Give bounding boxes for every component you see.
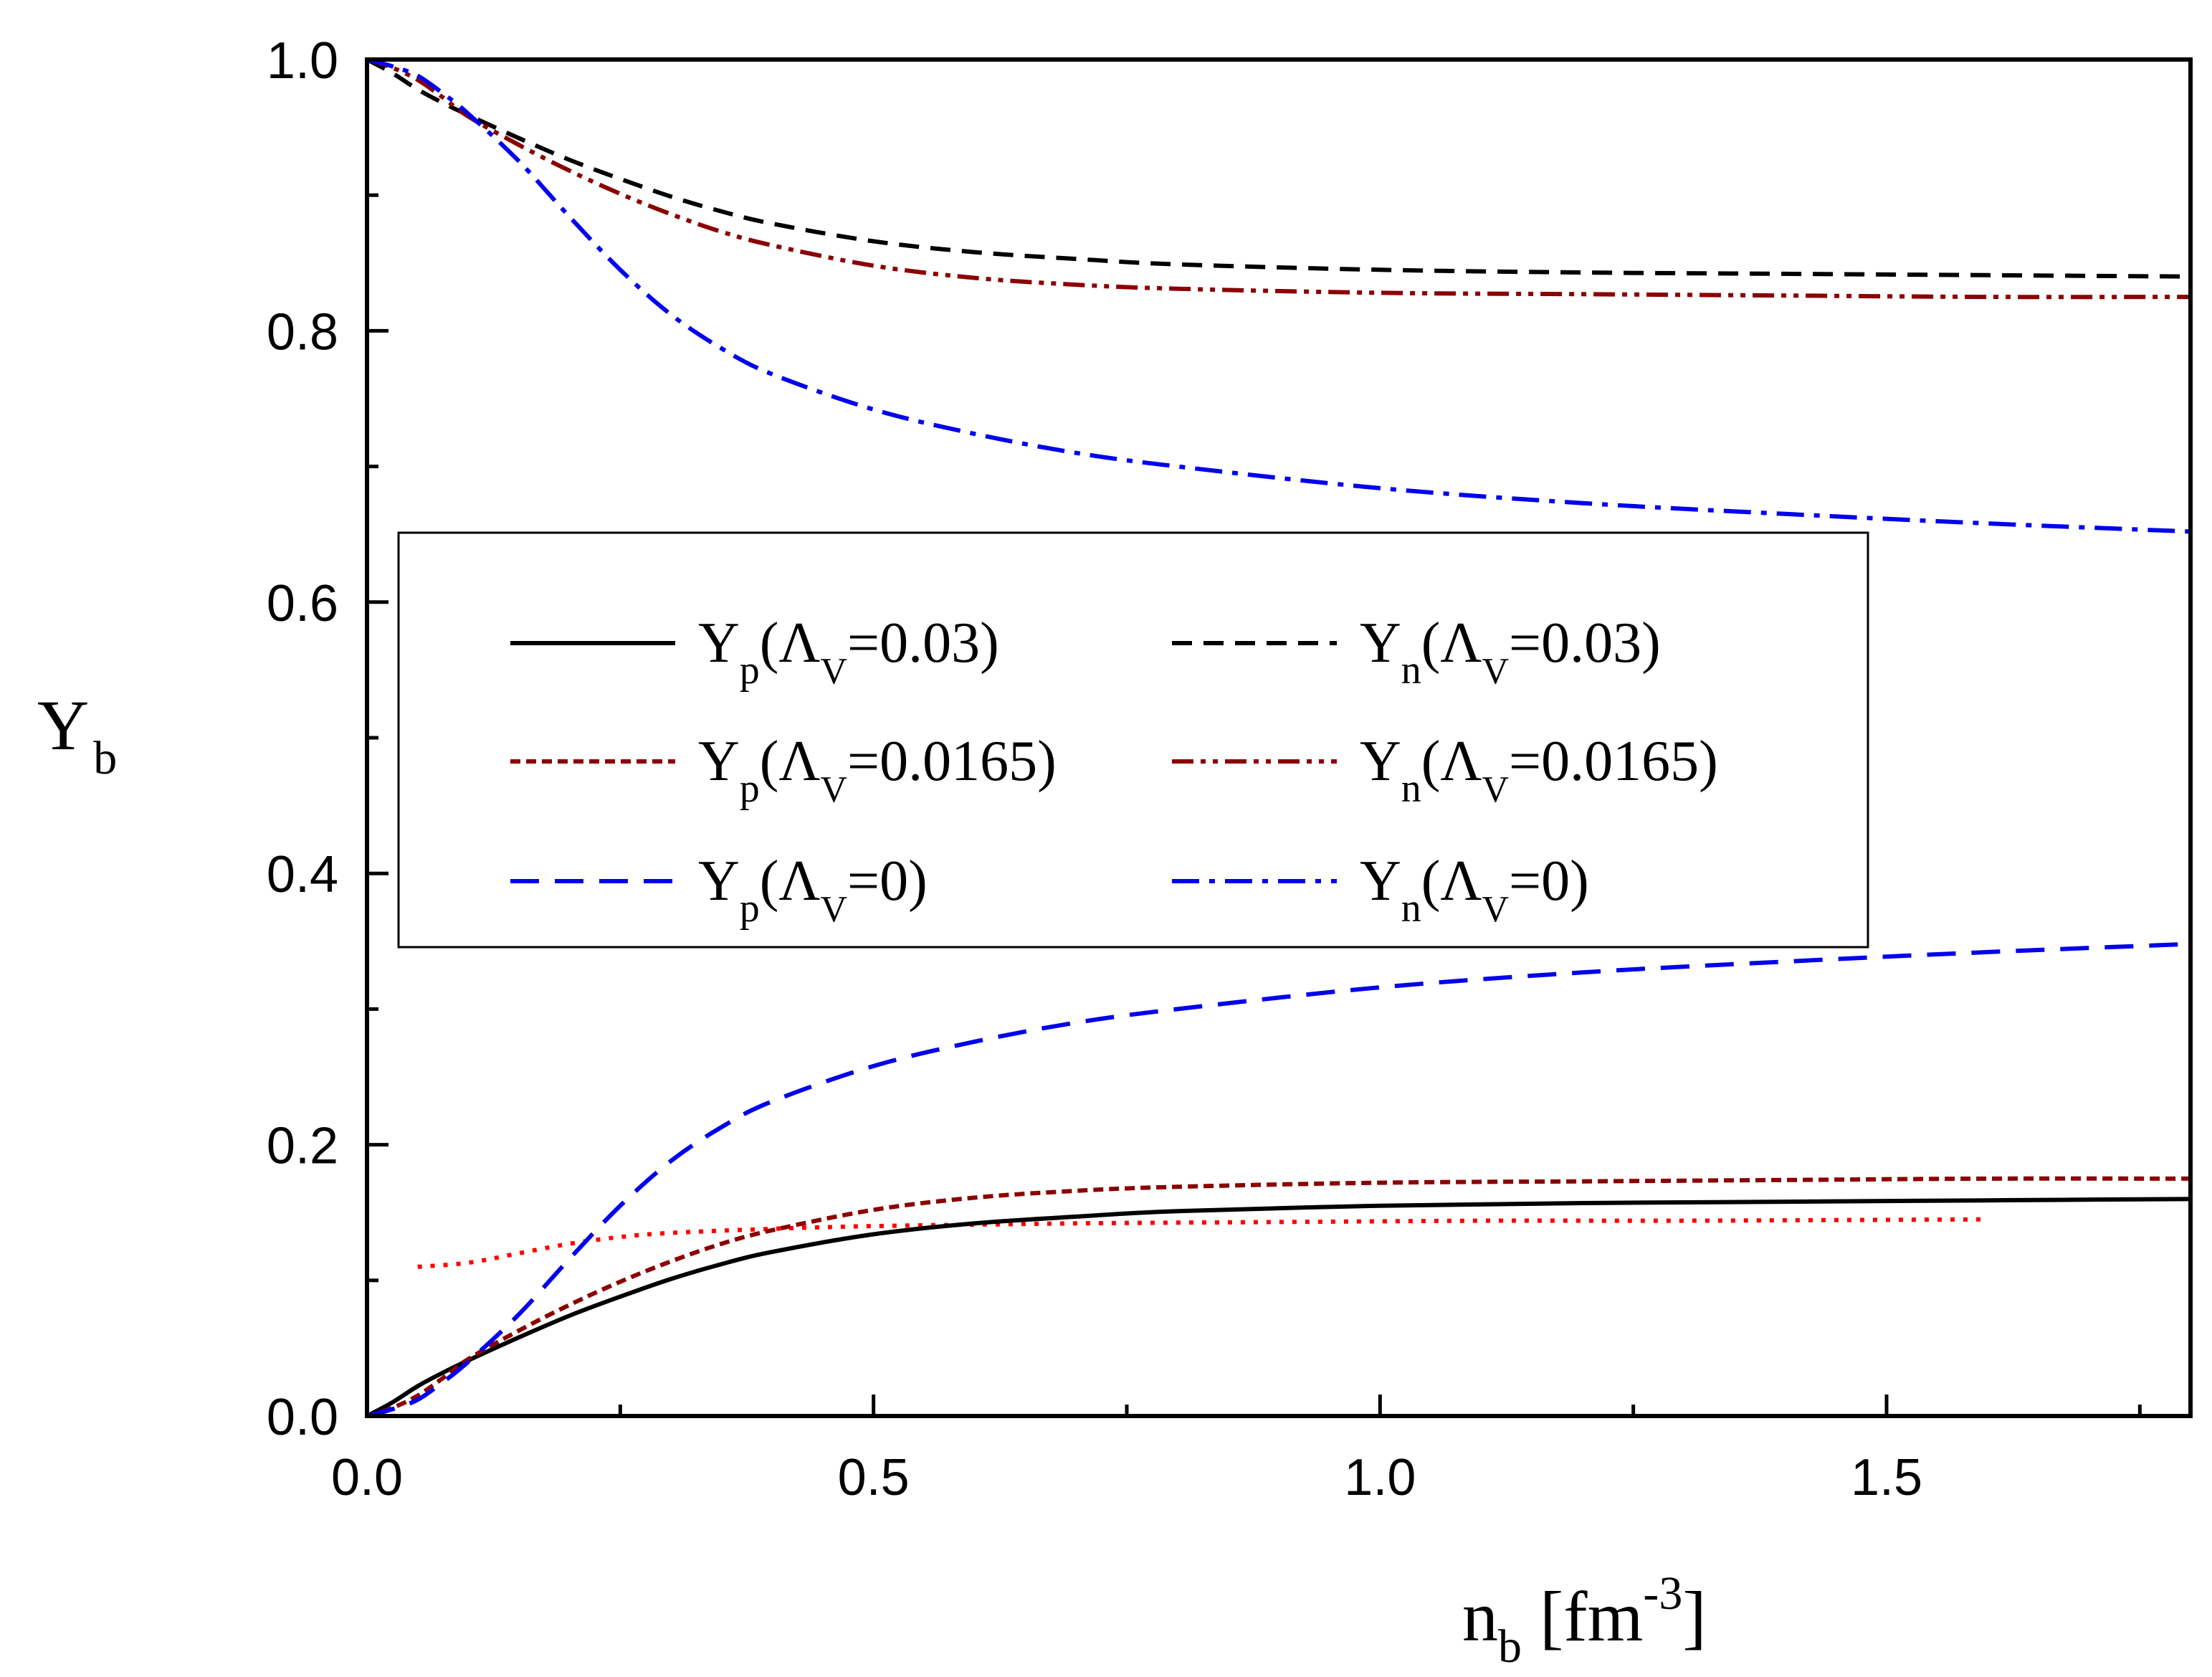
legend-box xyxy=(397,531,1869,949)
y-tick-label: 0.8 xyxy=(267,303,338,361)
x-tick-label: 0.0 xyxy=(331,1449,403,1506)
legend-entry-yp_0: Yp(ΛV=0) xyxy=(510,850,928,931)
y-tick-label: 0.4 xyxy=(267,846,338,903)
plot-frame xyxy=(365,57,2193,1418)
y-tick-labels: 0.0 0.2 0.4 0.6 0.8 1.0 xyxy=(267,32,338,1446)
series-line-yp_00165 xyxy=(366,1176,2191,1418)
legend-entry-yn_003: Yn(ΛV=0.03) xyxy=(1172,612,1661,693)
series-line-yn_00165 xyxy=(366,57,2191,300)
legend-label: Yn(ΛV=0) xyxy=(1360,850,1589,931)
series-line-yn_003 xyxy=(366,57,2191,279)
series-line-yp_0 xyxy=(366,941,2191,1418)
legend-label: Yp(ΛV=0) xyxy=(698,850,928,931)
x-tick-label: 0.5 xyxy=(838,1449,910,1506)
legend-entry-yp_00165: Yp(ΛV=0.0165) xyxy=(510,730,1057,811)
legend: Yp(ΛV=0.03) Yn(ΛV=0.03) Yp(ΛV=0.0165) Yn(ΛV… xyxy=(397,531,1869,949)
x-tick-labels: 0.0 0.5 1.0 1.5 xyxy=(331,1449,1922,1506)
series-line-yp_003 xyxy=(366,1197,2191,1418)
legend-label: Yp(ΛV=0.0165) xyxy=(698,730,1057,811)
y-axis-title: Yb xyxy=(37,685,117,784)
legend-entry-yn_0: Yn(ΛV=0) xyxy=(1172,850,1589,931)
y-tick-label: 1.0 xyxy=(267,32,338,90)
x-tick-label: 1.5 xyxy=(1851,1449,1922,1506)
series-lines xyxy=(366,57,2191,1418)
series-line-red_dotted xyxy=(417,1217,1988,1269)
legend-label: Yn(ΛV=0.03) xyxy=(1360,612,1661,693)
legend-entries: Yp(ΛV=0.03) Yn(ΛV=0.03) Yp(ΛV=0.0165) Yn(ΛV… xyxy=(510,612,1718,931)
x-tick-label: 1.0 xyxy=(1344,1449,1416,1506)
y-tick-label: 0.2 xyxy=(267,1118,338,1175)
legend-entry-yn_00165: Yn(ΛV=0.0165) xyxy=(1172,730,1718,811)
series-line-yn_0 xyxy=(366,57,2191,534)
y-tick-label: 0.0 xyxy=(267,1389,338,1446)
legend-entry-yp_003: Yp(ΛV=0.03) xyxy=(510,612,999,693)
legend-label: Yp(ΛV=0.03) xyxy=(698,612,999,693)
x-axis-title: nb [fm-3] xyxy=(1462,1567,1707,1673)
legend-label: Yn(ΛV=0.0165) xyxy=(1360,730,1718,811)
y-tick-label: 0.6 xyxy=(267,575,338,632)
